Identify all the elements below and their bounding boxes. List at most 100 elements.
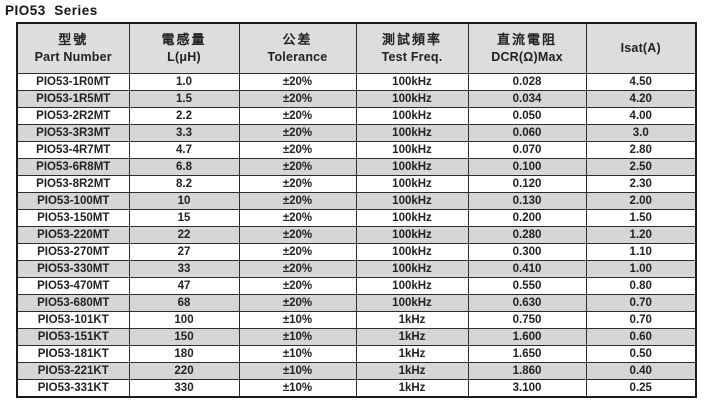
col-header-tolerance-cn: 公差 <box>282 32 313 48</box>
cell-dcr-max: 0.120 <box>467 174 587 193</box>
cell-test-freq: 100kHz <box>355 208 469 227</box>
page-title: PIO53 Series <box>5 3 98 18</box>
cell-test-freq: 100kHz <box>355 225 469 244</box>
cell-tolerance: ±10% <box>238 327 357 346</box>
table-row: PIO53-151KT 150 ±10% 1kHz 1.600 0.60 <box>16 327 697 346</box>
cell-inductance: 27 <box>128 242 240 261</box>
cell-inductance: 33 <box>128 259 240 278</box>
cell-test-freq: 1kHz <box>355 310 469 329</box>
cell-tolerance: ±10% <box>238 310 357 329</box>
cell-dcr-max: 0.200 <box>467 208 587 227</box>
cell-inductance: 100 <box>128 310 240 329</box>
cell-inductance: 2.2 <box>128 106 240 125</box>
cell-isat: 0.60 <box>585 327 697 346</box>
cell-isat: 4.20 <box>585 89 697 108</box>
cell-tolerance: ±10% <box>238 361 357 380</box>
cell-inductance: 1.5 <box>128 89 240 108</box>
cell-inductance: 330 <box>128 378 240 397</box>
table-row: PIO53-6R8MT 6.8 ±20% 100kHz 0.100 2.50 <box>16 157 697 176</box>
cell-tolerance: ±20% <box>238 242 357 261</box>
table-row: PIO53-181KT 180 ±10% 1kHz 1.650 0.50 <box>16 344 697 363</box>
cell-isat: 0.80 <box>585 276 697 295</box>
cell-isat: 2.50 <box>585 157 697 176</box>
cell-test-freq: 100kHz <box>355 276 469 295</box>
col-header-test-freq-cn: 測試頻率 <box>381 32 442 48</box>
cell-dcr-max: 0.410 <box>467 259 587 278</box>
col-header-dcr-cn: 直流電阻 <box>496 32 557 48</box>
cell-part-number: PIO53-151KT <box>16 327 130 346</box>
cell-inductance: 220 <box>128 361 240 380</box>
cell-isat: 1.00 <box>585 259 697 278</box>
cell-inductance: 47 <box>128 276 240 295</box>
cell-dcr-max: 1.860 <box>467 361 587 380</box>
table-row: PIO53-2R2MT 2.2 ±20% 100kHz 0.050 4.00 <box>16 106 697 125</box>
cell-tolerance: ±20% <box>238 293 357 312</box>
col-header-part-number: 型號 Part Number <box>16 22 130 74</box>
cell-tolerance: ±20% <box>238 225 357 244</box>
col-header-inductance-cn: 電感量 <box>161 32 207 48</box>
cell-test-freq: 1kHz <box>355 327 469 346</box>
table-row: PIO53-150MT 15 ±20% 100kHz 0.200 1.50 <box>16 208 697 227</box>
cell-part-number: PIO53-101KT <box>16 310 130 329</box>
table-row: PIO53-221KT 220 ±10% 1kHz 1.860 0.40 <box>16 361 697 380</box>
col-header-tolerance: 公差 Tolerance <box>238 22 357 74</box>
col-header-part-number-cn: 型號 <box>58 32 89 48</box>
cell-test-freq: 1kHz <box>355 344 469 363</box>
cell-part-number: PIO53-220MT <box>16 225 130 244</box>
cell-isat: 2.30 <box>585 174 697 193</box>
col-header-part-number-en: Part Number <box>34 49 112 64</box>
cell-part-number: PIO53-1R0MT <box>16 72 130 91</box>
cell-isat: 2.00 <box>585 191 697 210</box>
cell-inductance: 10 <box>128 191 240 210</box>
cell-dcr-max: 0.060 <box>467 123 587 142</box>
cell-isat: 4.00 <box>585 106 697 125</box>
table-row: PIO53-4R7MT 4.7 ±20% 100kHz 0.070 2.80 <box>16 140 697 159</box>
cell-tolerance: ±20% <box>238 174 357 193</box>
cell-inductance: 15 <box>128 208 240 227</box>
cell-inductance: 3.3 <box>128 123 240 142</box>
col-header-tolerance-en: Tolerance <box>267 49 328 64</box>
cell-test-freq: 100kHz <box>355 89 469 108</box>
cell-inductance: 1.0 <box>128 72 240 91</box>
cell-inductance: 4.7 <box>128 140 240 159</box>
cell-tolerance: ±20% <box>238 276 357 295</box>
cell-part-number: PIO53-100MT <box>16 191 130 210</box>
cell-part-number: PIO53-3R3MT <box>16 123 130 142</box>
spec-table-body: PIO53-1R0MT 1.0 ±20% 100kHz 0.028 4.50 PIO53-1… <box>16 72 697 397</box>
cell-test-freq: 100kHz <box>355 242 469 261</box>
cell-part-number: PIO53-330MT <box>16 259 130 278</box>
cell-part-number: PIO53-270MT <box>16 242 130 261</box>
cell-test-freq: 1kHz <box>355 361 469 380</box>
cell-tolerance: ±20% <box>238 72 357 91</box>
cell-test-freq: 1kHz <box>355 378 469 397</box>
cell-test-freq: 100kHz <box>355 259 469 278</box>
cell-test-freq: 100kHz <box>355 123 469 142</box>
table-row: PIO53-330MT 33 ±20% 100kHz 0.410 1.00 <box>16 259 697 278</box>
cell-isat: 0.70 <box>585 293 697 312</box>
table-row: PIO53-270MT 27 ±20% 100kHz 0.300 1.10 <box>16 242 697 261</box>
table-row: PIO53-100MT 10 ±20% 100kHz 0.130 2.00 <box>16 191 697 210</box>
table-row: PIO53-8R2MT 8.2 ±20% 100kHz 0.120 2.30 <box>16 174 697 193</box>
col-header-isat-en: Isat(A) <box>620 41 661 56</box>
cell-test-freq: 100kHz <box>355 72 469 91</box>
cell-test-freq: 100kHz <box>355 106 469 125</box>
cell-part-number: PIO53-331KT <box>16 378 130 397</box>
cell-part-number: PIO53-470MT <box>16 276 130 295</box>
cell-tolerance: ±20% <box>238 157 357 176</box>
cell-part-number: PIO53-2R2MT <box>16 106 130 125</box>
cell-dcr-max: 0.550 <box>467 276 587 295</box>
cell-inductance: 180 <box>128 344 240 363</box>
spec-table-header: 型號 Part Number 電感量 L(μH) 公差 Tolerance 測試… <box>16 22 697 74</box>
cell-part-number: PIO53-680MT <box>16 293 130 312</box>
col-header-dcr: 直流電阻 DCR(Ω)Max <box>467 22 587 74</box>
cell-dcr-max: 0.130 <box>467 191 587 210</box>
col-header-inductance-en: L(μH) <box>167 49 201 64</box>
cell-tolerance: ±20% <box>238 123 357 142</box>
col-header-inductance: 電感量 L(μH) <box>128 22 240 74</box>
cell-tolerance: ±20% <box>238 191 357 210</box>
cell-test-freq: 100kHz <box>355 140 469 159</box>
cell-isat: 1.50 <box>585 208 697 227</box>
cell-inductance: 150 <box>128 327 240 346</box>
table-row: PIO53-680MT 68 ±20% 100kHz 0.630 0.70 <box>16 293 697 312</box>
table-row: PIO53-1R0MT 1.0 ±20% 100kHz 0.028 4.50 <box>16 72 697 91</box>
